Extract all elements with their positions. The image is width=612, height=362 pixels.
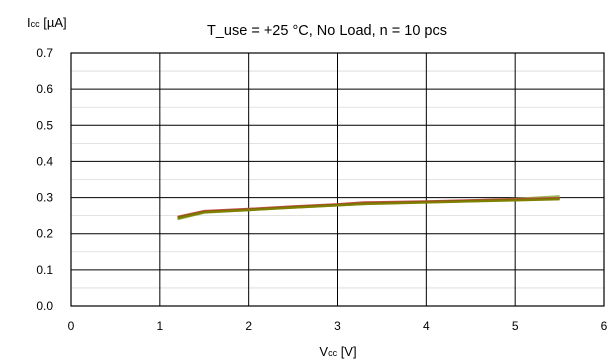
series-line-7 [177,198,560,220]
y-tick-label: 0.5 [36,118,53,132]
y-tick-label: 0.6 [36,82,53,96]
x-tick-label: 0 [68,319,75,333]
y-tick-label: 0.0 [36,299,53,313]
y-axis-label: Icc [µA] [27,15,67,30]
x-tick-label: 1 [156,319,163,333]
series-layer [177,195,560,221]
chart-title: T_use = +25 °C, No Load, n = 10 pcs [207,23,447,39]
x-tick-label: 4 [423,319,430,333]
x-tick-labels: 0 1 2 3 4 5 6 [68,319,608,333]
y-tick-label: 0.1 [36,263,53,277]
x-axis-label: Vcc [V] [319,344,356,359]
x-tick-label: 6 [601,319,608,333]
y-tick-label: 0.7 [36,46,53,60]
x-tick-label: 2 [245,319,252,333]
y-tick-label: 0.4 [36,154,53,168]
x-tick-label: 5 [512,319,519,333]
x-tick-label: 3 [334,319,341,333]
plot-border [70,52,605,307]
y-tick-label: 0.3 [36,191,53,205]
y-tick-labels: 0.0 0.1 0.2 0.3 0.4 0.5 0.6 0.7 [36,46,53,313]
y-tick-label: 0.2 [36,227,53,241]
plot-frame [70,52,605,307]
